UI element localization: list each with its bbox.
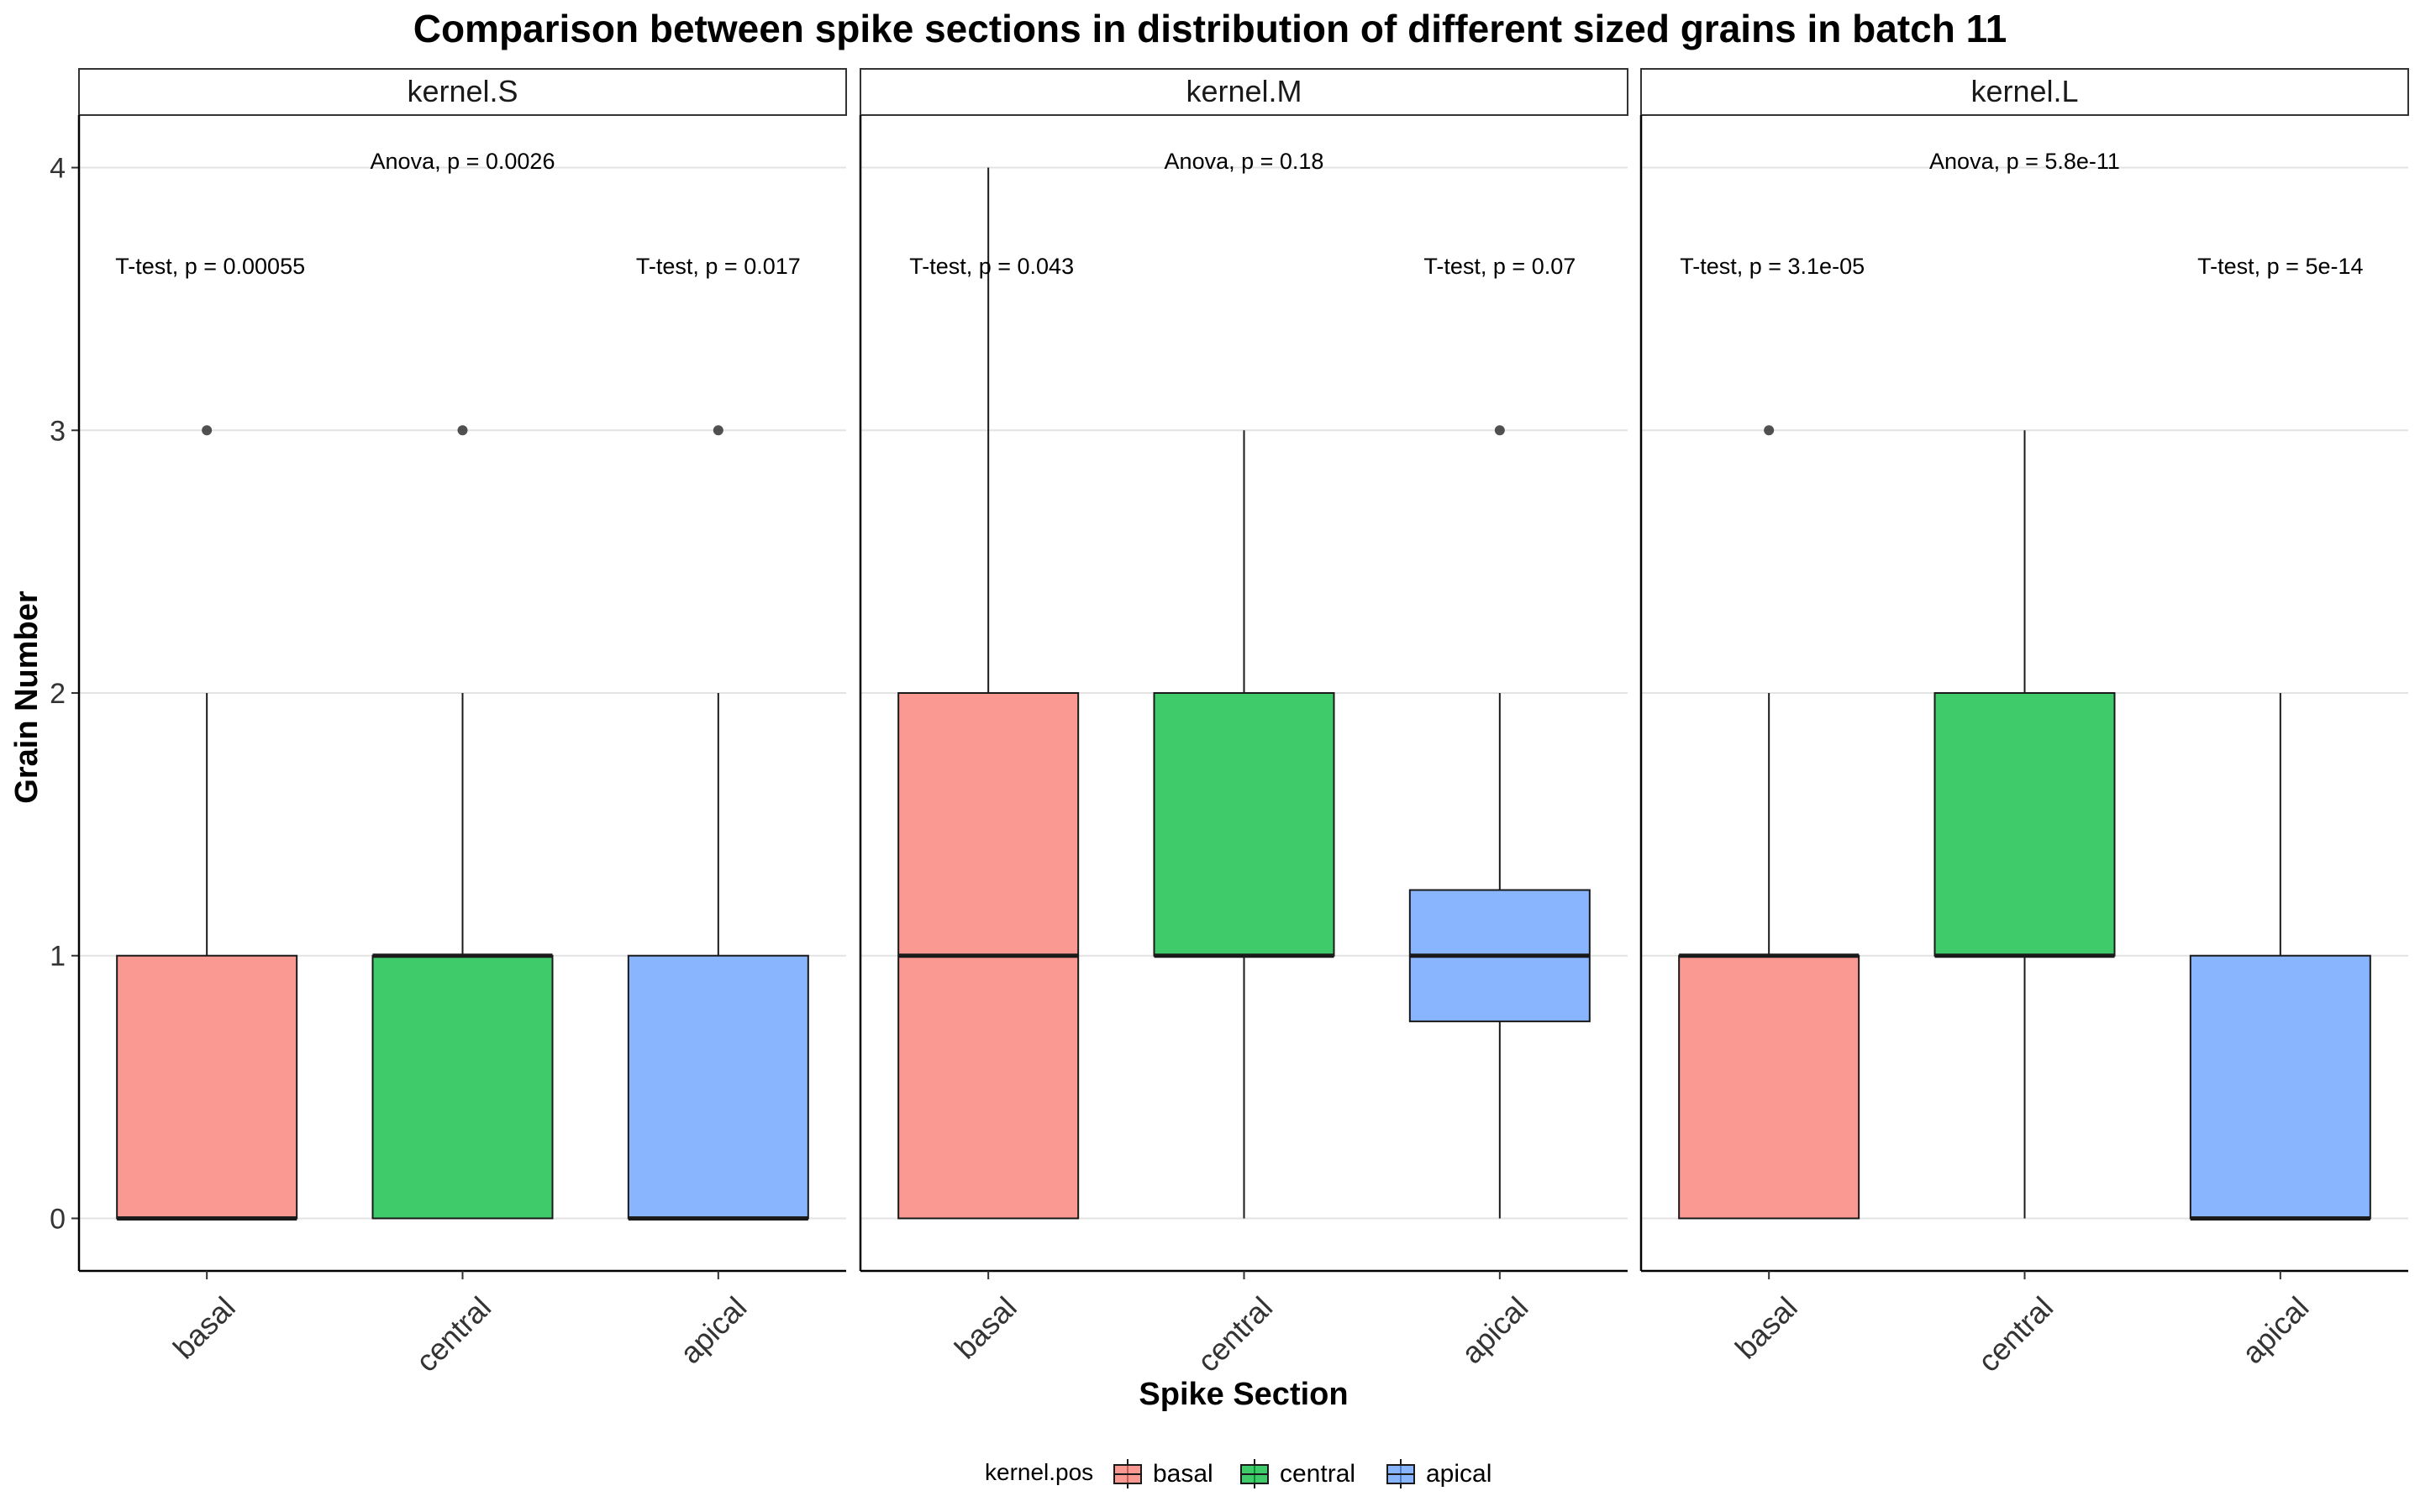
facet-strip: [1640, 68, 2409, 116]
facet-kernel-S: kernel.S basal central apical Anova, p = 0.0…: [77, 68, 847, 1378]
anova-annotation: Anova, p = 5.8e-11: [1929, 149, 2120, 174]
box-apical: [2189, 693, 2371, 1221]
box-iqr: [2189, 954, 2371, 1220]
x-tick-label: apical: [2235, 1290, 2316, 1371]
box-iqr: [371, 954, 554, 1220]
legend-title: kernel.pos: [985, 1459, 1093, 1485]
legend-item-apical: apical: [1386, 1459, 1491, 1488]
box-iqr: [1933, 692, 2116, 957]
x-tick-label: central: [409, 1290, 497, 1378]
anova-annotation: Anova, p = 0.0026: [371, 149, 555, 174]
outlier-point: [202, 425, 213, 436]
ttest-annotation-right: T-test, p = 5e-14: [2197, 254, 2363, 279]
y-axis-title: Grain Number: [9, 591, 45, 804]
box-central: [371, 425, 554, 1220]
outlier-point: [457, 425, 468, 436]
facet-strip: [860, 68, 1628, 116]
x-tick-label: central: [1191, 1290, 1279, 1378]
outlier-point: [1764, 425, 1775, 436]
ttest-annotation-left: T-test, p = 3.1e-05: [1680, 254, 1865, 279]
legend-label: central: [1280, 1460, 1355, 1488]
outlier-point: [713, 425, 723, 436]
legend: kernel.pos basal central apical: [985, 1459, 1491, 1488]
box-iqr: [1153, 692, 1335, 957]
box-iqr: [1678, 954, 1860, 1220]
box-basal: [897, 167, 1080, 1220]
legend-label: basal: [1153, 1460, 1213, 1488]
legend-item-central: central: [1240, 1459, 1355, 1488]
y-tick-label: 1: [50, 941, 66, 973]
outlier-point: [1494, 425, 1505, 436]
ttest-annotation-left: T-test, p = 0.00055: [115, 254, 305, 279]
y-tick-label: 3: [50, 415, 66, 447]
y-tick-label: 4: [50, 153, 66, 185]
facet-kernel-L: kernel.L basal central apical Anova, p = 5.8…: [1639, 68, 2409, 1378]
x-tick-label: basal: [1728, 1290, 1804, 1366]
facet-strip-label: kernel.L: [1970, 74, 2078, 108]
facet-strip: [78, 68, 847, 116]
facet-kernel-M: kernel.M basal central apical Anova, p = 0.1…: [859, 68, 1628, 1378]
ttest-annotation-left: T-test, p = 0.043: [909, 254, 1074, 279]
x-tick-label: basal: [166, 1290, 242, 1366]
x-axis-title: Spike Section: [1139, 1377, 1348, 1412]
anova-annotation: Anova, p = 0.18: [1165, 149, 1324, 174]
box-central: [1153, 430, 1335, 1219]
facet-strip-label: kernel.S: [407, 74, 518, 108]
legend-item-basal: basal: [1113, 1459, 1213, 1488]
chart-title: Comparison between spike sections in dis…: [413, 7, 2007, 50]
legend-label: apical: [1426, 1460, 1491, 1488]
y-tick-label: 0: [50, 1203, 66, 1235]
y-tick-label: 2: [50, 678, 66, 710]
box-basal: [1678, 425, 1860, 1220]
x-tick-label: apical: [673, 1290, 754, 1371]
ttest-annotation-right: T-test, p = 0.07: [1423, 254, 1576, 279]
box-apical: [1408, 425, 1591, 1219]
box-iqr: [627, 954, 809, 1220]
box-iqr: [116, 954, 298, 1220]
box-central: [1933, 430, 2116, 1219]
ttest-annotation-right: T-test, p = 0.017: [636, 254, 801, 279]
box-basal: [116, 425, 298, 1221]
facet-panels: 0 1 2 3 4 kernel.S basal central apical Anova, p …: [50, 68, 2409, 1378]
x-tick-label: central: [1971, 1290, 2060, 1378]
box-apical: [627, 425, 809, 1221]
facet-strip-label: kernel.M: [1186, 74, 1302, 108]
x-tick-label: basal: [948, 1290, 1023, 1366]
x-tick-label: apical: [1455, 1290, 1535, 1371]
